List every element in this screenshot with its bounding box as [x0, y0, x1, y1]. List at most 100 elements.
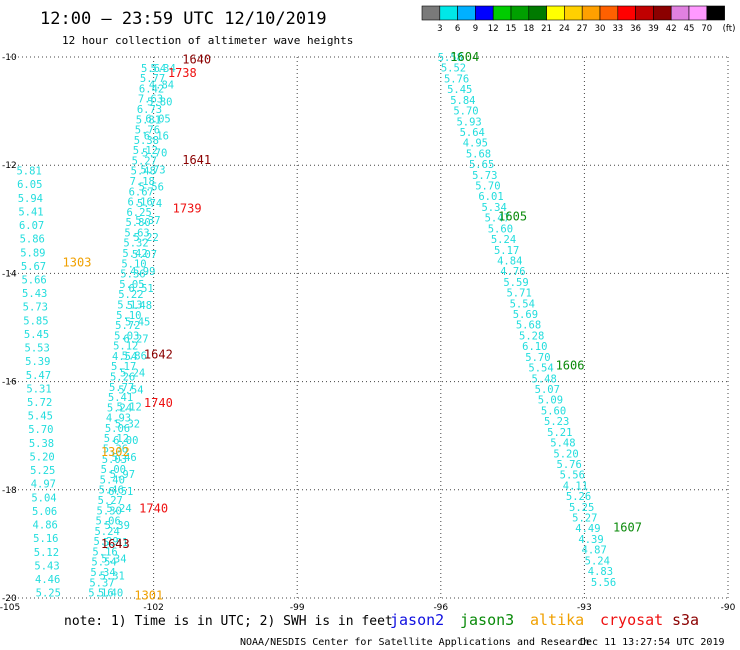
- swh-value-jason3: 5.73: [472, 170, 497, 182]
- swh-value-cryosat: 5.86: [20, 234, 45, 246]
- legend-swatch: [510, 5, 530, 21]
- y-tick-label: -12: [2, 161, 17, 171]
- swh-value-altika: 5.39: [105, 520, 130, 532]
- swh-value-altika: 5.32: [115, 418, 140, 430]
- time-label-cryosat: 1738: [168, 66, 197, 80]
- swh-value-altika: 5.46: [111, 452, 136, 464]
- swh-value-jason3: 5.17: [494, 245, 519, 257]
- swh-value-cryosat: 5.85: [23, 315, 48, 327]
- satellite-legend: jason2 jason3 altika cryosat s3a: [390, 611, 699, 629]
- swh-value-altika: 5.54: [118, 384, 143, 396]
- legend-swatch: [457, 5, 476, 21]
- x-tick-label: -96: [433, 603, 448, 613]
- time-label-cryosat: 1740: [144, 396, 173, 410]
- swh-value-s3a: 6.16: [128, 197, 153, 209]
- legend-swatch: [635, 5, 654, 21]
- time-label-altika: 1303: [63, 256, 92, 270]
- swh-value-s3a: 5.06: [96, 516, 121, 528]
- legend-swatch: [670, 5, 690, 21]
- swh-value-s3a: 5.03: [102, 454, 127, 466]
- time-label-cryosat: 1739: [173, 201, 202, 215]
- swh-value-jason3: 5.71: [506, 288, 531, 300]
- swh-value-jason3: 5.60: [488, 223, 513, 235]
- y-tick-label: -18: [2, 486, 17, 496]
- swh-value-altika: 5.56: [139, 181, 164, 193]
- swh-value-cryosat: 4.46: [35, 574, 60, 586]
- legend-swatch: [617, 5, 636, 21]
- swh-value-jason3: 5.68: [516, 320, 541, 332]
- time-label-s3a: 1641: [182, 153, 211, 167]
- satellite-name-s3a: s3a: [672, 611, 699, 629]
- time-label-s3a: 1643: [101, 537, 130, 551]
- swh-value-s3a: 6.42: [139, 83, 164, 95]
- swh-value-cryosat: 5.53: [25, 343, 50, 355]
- swh-value-cryosat: 5.45: [24, 329, 49, 341]
- swh-value-s3a: 7.63: [138, 94, 163, 106]
- swh-value-s3a: 5.10: [121, 258, 146, 270]
- credit-line: NOAA/NESDIS Center for Satellite Applica…: [240, 637, 589, 648]
- swh-value-cryosat: 5.89: [20, 247, 45, 259]
- swh-value-jason3: 5.56: [591, 577, 616, 589]
- swh-value-jason3: 5.23: [544, 416, 569, 428]
- swh-value-jason3: 5.76: [444, 73, 469, 85]
- swh-value-jason3: 5.26: [566, 491, 591, 503]
- x-tick-label: -90: [721, 603, 736, 613]
- swh-value-cryosat: 5.72: [27, 397, 52, 409]
- swh-value-s3a: 5.24: [107, 402, 132, 414]
- swh-value-s3a: 5.34: [90, 567, 115, 579]
- swh-value-s3a: 5.80: [125, 217, 150, 229]
- swh-value-s3a: 5.36: [120, 269, 145, 281]
- swh-value-s3a: 5.38: [134, 135, 159, 147]
- swh-value-altika: 5.37: [135, 215, 160, 227]
- swh-value-jason3: 5.25: [569, 502, 594, 514]
- swh-value-jason3: 5.27: [572, 513, 597, 525]
- swh-value-s3a: 5.41: [108, 392, 133, 404]
- swh-value-s3a: 5.77: [140, 73, 165, 85]
- swh-value-s3a: 5.03: [114, 330, 139, 342]
- swh-value-jason3: 5.48: [532, 373, 557, 385]
- legend-swatch: [475, 5, 494, 21]
- legend-swatch: [599, 5, 619, 21]
- swh-value-s3a: 4.93: [106, 413, 131, 425]
- legend-level-label: 39: [648, 24, 659, 34]
- swh-value-altika: 5.24: [106, 503, 131, 515]
- swh-value-cryosat: 4.97: [31, 479, 56, 491]
- swh-value-cryosat: 5.43: [22, 288, 47, 300]
- time-label-jason3: 1604: [450, 50, 479, 64]
- swh-value-s3a: 5.22: [118, 289, 143, 301]
- swh-value-altika: 6.00: [113, 435, 138, 447]
- swh-value-jason3: 4.95: [463, 138, 488, 150]
- swh-value-s3a: 4.54: [112, 351, 137, 363]
- swh-value-s3a: 5.76: [135, 125, 160, 137]
- swh-value-cryosat: 5.16: [33, 533, 58, 545]
- swh-value-cryosat: 5.31: [26, 383, 51, 395]
- swh-value-s3a: 5.64: [141, 63, 166, 75]
- swh-value-altika: 5.34: [101, 554, 126, 566]
- swh-value-altika: 6.51: [108, 486, 133, 498]
- swh-value-s3a: 6.67: [129, 186, 154, 198]
- swh-value-s3a: 5.48: [131, 166, 156, 178]
- time-label-jason3: 1607: [613, 521, 642, 535]
- legend-level-label: 18: [523, 24, 534, 34]
- time-label-altika: 1301: [134, 588, 163, 602]
- swh-value-cryosat: 5.25: [36, 588, 61, 600]
- swh-value-cryosat: 5.25: [30, 465, 55, 477]
- swh-value-s3a: 5.81: [136, 114, 161, 126]
- swh-value-cryosat: 5.67: [21, 261, 46, 273]
- swh-value-altika: 4.99: [130, 266, 155, 278]
- time-label-cryosat: 1740: [139, 502, 168, 516]
- swh-value-jason3: 5.70: [525, 352, 550, 364]
- y-tick-label: -10: [2, 53, 17, 63]
- swh-value-altika: 6.27: [123, 334, 148, 346]
- legend-swatch: [492, 5, 512, 21]
- swh-value-cryosat: 5.45: [28, 411, 53, 423]
- legend-level-label: 6: [455, 24, 460, 34]
- swh-value-cryosat: 5.12: [34, 547, 59, 559]
- swh-value-cryosat: 5.70: [28, 424, 53, 436]
- y-tick-label: -16: [2, 378, 17, 388]
- legend-level-label: 30: [595, 24, 606, 34]
- legend-swatch: [688, 5, 708, 21]
- swh-value-s3a: 6.25: [126, 207, 151, 219]
